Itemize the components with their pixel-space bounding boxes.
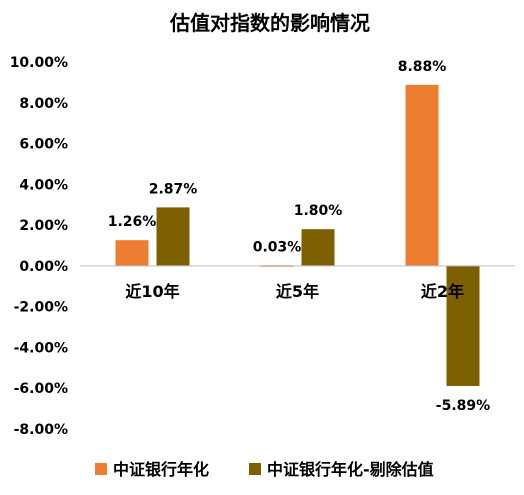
y-tick-label: -6.00% <box>14 381 68 397</box>
y-tick-label: 4.00% <box>19 177 68 193</box>
legend-label: 中证银行年化-剔除估值 <box>267 460 434 479</box>
y-tick-label: 6.00% <box>19 137 68 153</box>
x-tick-label: 近10年 <box>125 282 179 301</box>
bars <box>115 84 480 386</box>
legend-swatch <box>95 463 107 475</box>
data-label: 0.03% <box>253 239 302 255</box>
legend-swatch <box>249 463 261 475</box>
data-label: 8.88% <box>398 59 447 75</box>
x-axis: 近10年 近5年 近2年 <box>125 282 464 301</box>
data-label: 1.26% <box>108 214 157 230</box>
y-tick-label: 0.00% <box>19 259 68 275</box>
bar-series-1 <box>405 84 439 266</box>
bar-series-2 <box>301 229 335 266</box>
y-tick-label: -8.00% <box>14 422 68 438</box>
data-label: 1.80% <box>294 203 343 219</box>
bar-series-2 <box>446 265 480 386</box>
data-labels: 1.26% 2.87% 0.03% 1.80% 8.88% -5.89% <box>108 59 490 414</box>
y-axis: -8.00% -6.00% -4.00% -2.00% 0.00% 2.00% 4.00% 6… <box>10 55 68 438</box>
y-tick-label: 8.00% <box>19 96 68 112</box>
x-tick-label: 近2年 <box>421 282 464 301</box>
y-tick-label: 10.00% <box>10 55 68 71</box>
chart-title: 估值对指数的影响情况 <box>169 11 370 35</box>
y-tick-label: 2.00% <box>19 218 68 234</box>
legend: 中证银行年化 中证银行年化-剔除估值 <box>95 460 434 479</box>
data-label: 2.87% <box>149 181 198 197</box>
bar-series-1 <box>115 240 149 266</box>
y-tick-label: -2.00% <box>14 300 68 316</box>
x-tick-label: 近5年 <box>276 282 319 301</box>
y-tick-label: -4.00% <box>14 340 68 356</box>
data-label: -5.89% <box>436 398 490 414</box>
legend-label: 中证银行年化 <box>113 460 209 479</box>
bar-series-2 <box>156 207 190 266</box>
